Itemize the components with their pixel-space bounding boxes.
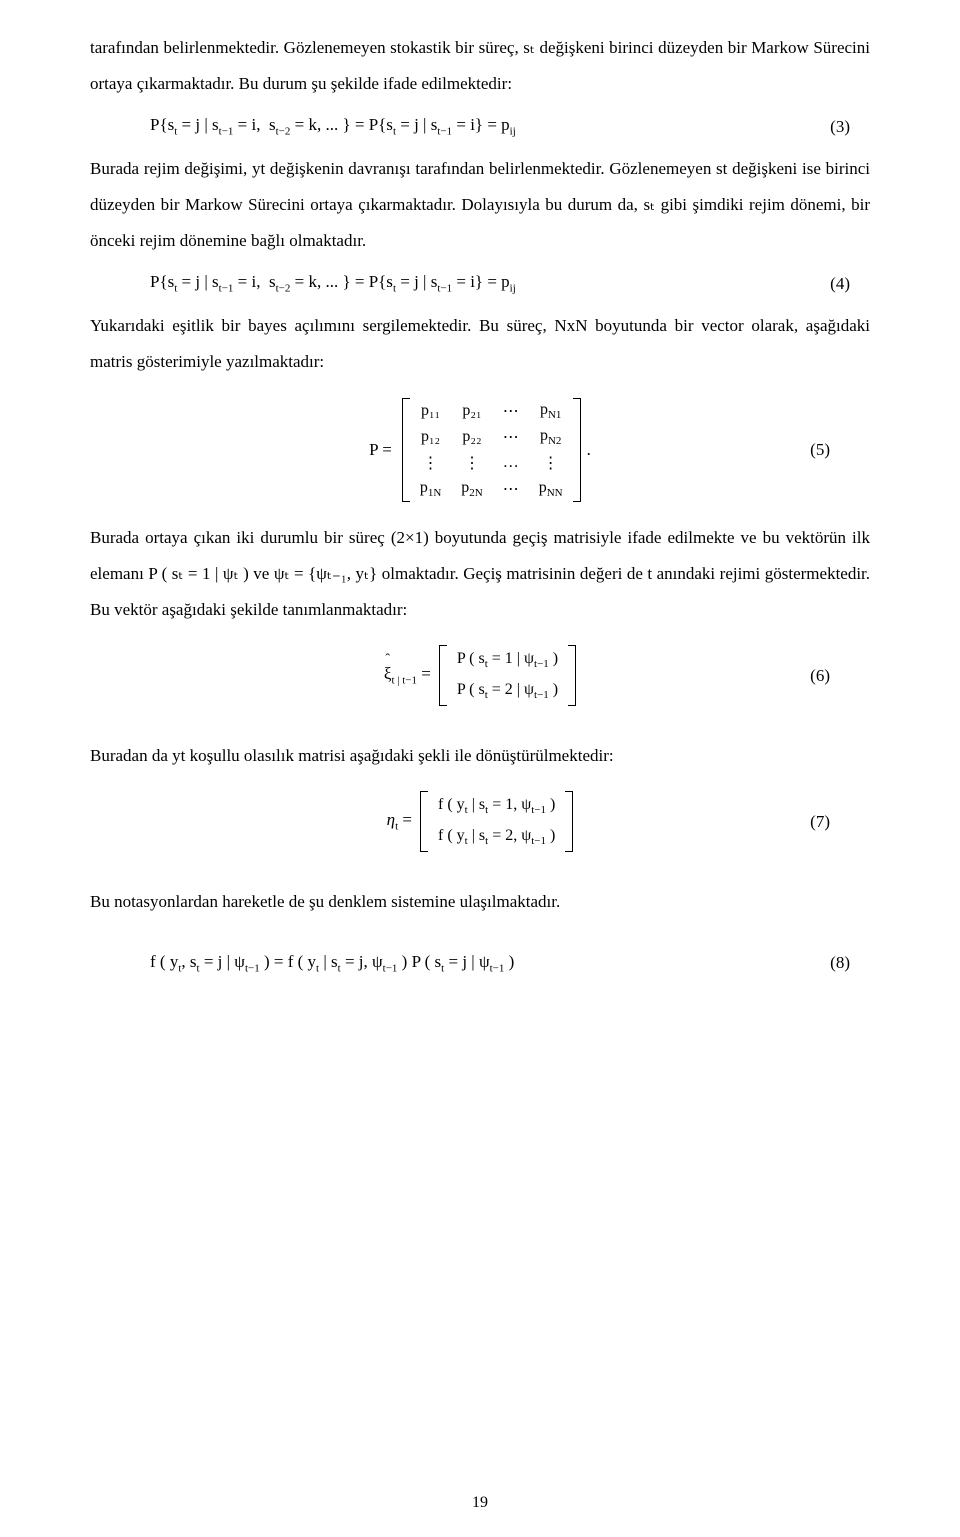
eq5-period: .	[587, 440, 591, 460]
equation-3: P{st = j | st−1 = i, st−2 = k, ... } = P…	[90, 111, 870, 141]
paragraph-2: Burada rejim değişimi, yt değişkenin dav…	[90, 151, 870, 258]
inline-Ps1: P ( sₜ = 1 | ψₜ )	[148, 564, 248, 583]
paragraph-5: Buradan da yt koşullu olasılık matrisi a…	[90, 738, 870, 774]
eq8-number: (8)	[830, 949, 870, 976]
eq7-number: (7)	[810, 812, 850, 832]
eq5-number: (5)	[810, 440, 850, 460]
inline-st: sₜ	[643, 195, 655, 214]
eq3-formula: P{st = j | st−1 = i, st−2 = k, ... } = P…	[150, 111, 516, 141]
equation-8: f ( yt, st = j | ψt−1 ) = f ( yt | st = …	[90, 948, 870, 978]
eq8-formula: f ( yt, st = j | ψt−1 ) = f ( yt | st = …	[150, 948, 514, 978]
equation-6: ξt | t−1 = P ( st = 1 | ψt−1 ) P ( st = …	[90, 645, 870, 705]
eq6-number: (6)	[810, 666, 850, 686]
eq3-number: (3)	[830, 113, 870, 140]
equation-7: ηt = f ( yt | st = 1, ψt−1 ) f ( yt | st…	[90, 791, 870, 851]
inline-psi: ψₜ = {ψₜ₋₁, yₜ}	[274, 564, 377, 583]
paragraph-3: Yukarıdaki eşitlik bir bayes açılımını s…	[90, 308, 870, 379]
matrix-P: p₁₁ p₂₁ ⋯ pN1 p₁₂ p₂₂ ⋯ pN2 ⋮ ⋮ … ⋮	[402, 398, 581, 503]
paragraph-1: tarafından belirlenmektedir. Gözlenemeye…	[90, 30, 870, 101]
eq4-formula: P{st = j | st−1 = i, st−2 = k, ... } = P…	[150, 268, 516, 298]
eq4-number: (4)	[830, 270, 870, 297]
page-number: 19	[0, 1494, 960, 1512]
paragraph-6: Bu notasyonlardan hareketle de şu denkle…	[90, 884, 870, 920]
matrix-eta: f ( yt | st = 1, ψt−1 ) f ( yt | st = 2,…	[420, 791, 573, 851]
equation-5: P = p₁₁ p₂₁ ⋯ pN1 p₁₂ p₂₂ ⋯ pN2 ⋮ ⋮	[90, 398, 870, 503]
matrix-xi: P ( st = 1 | ψt−1 ) P ( st = 2 | ψt−1 )	[439, 645, 576, 705]
paragraph-4: Burada ortaya çıkan iki durumlu bir süre…	[90, 520, 870, 627]
equation-4: P{st = j | st−1 = i, st−2 = k, ... } = P…	[90, 268, 870, 298]
paragraph-4b: ve	[253, 564, 274, 583]
